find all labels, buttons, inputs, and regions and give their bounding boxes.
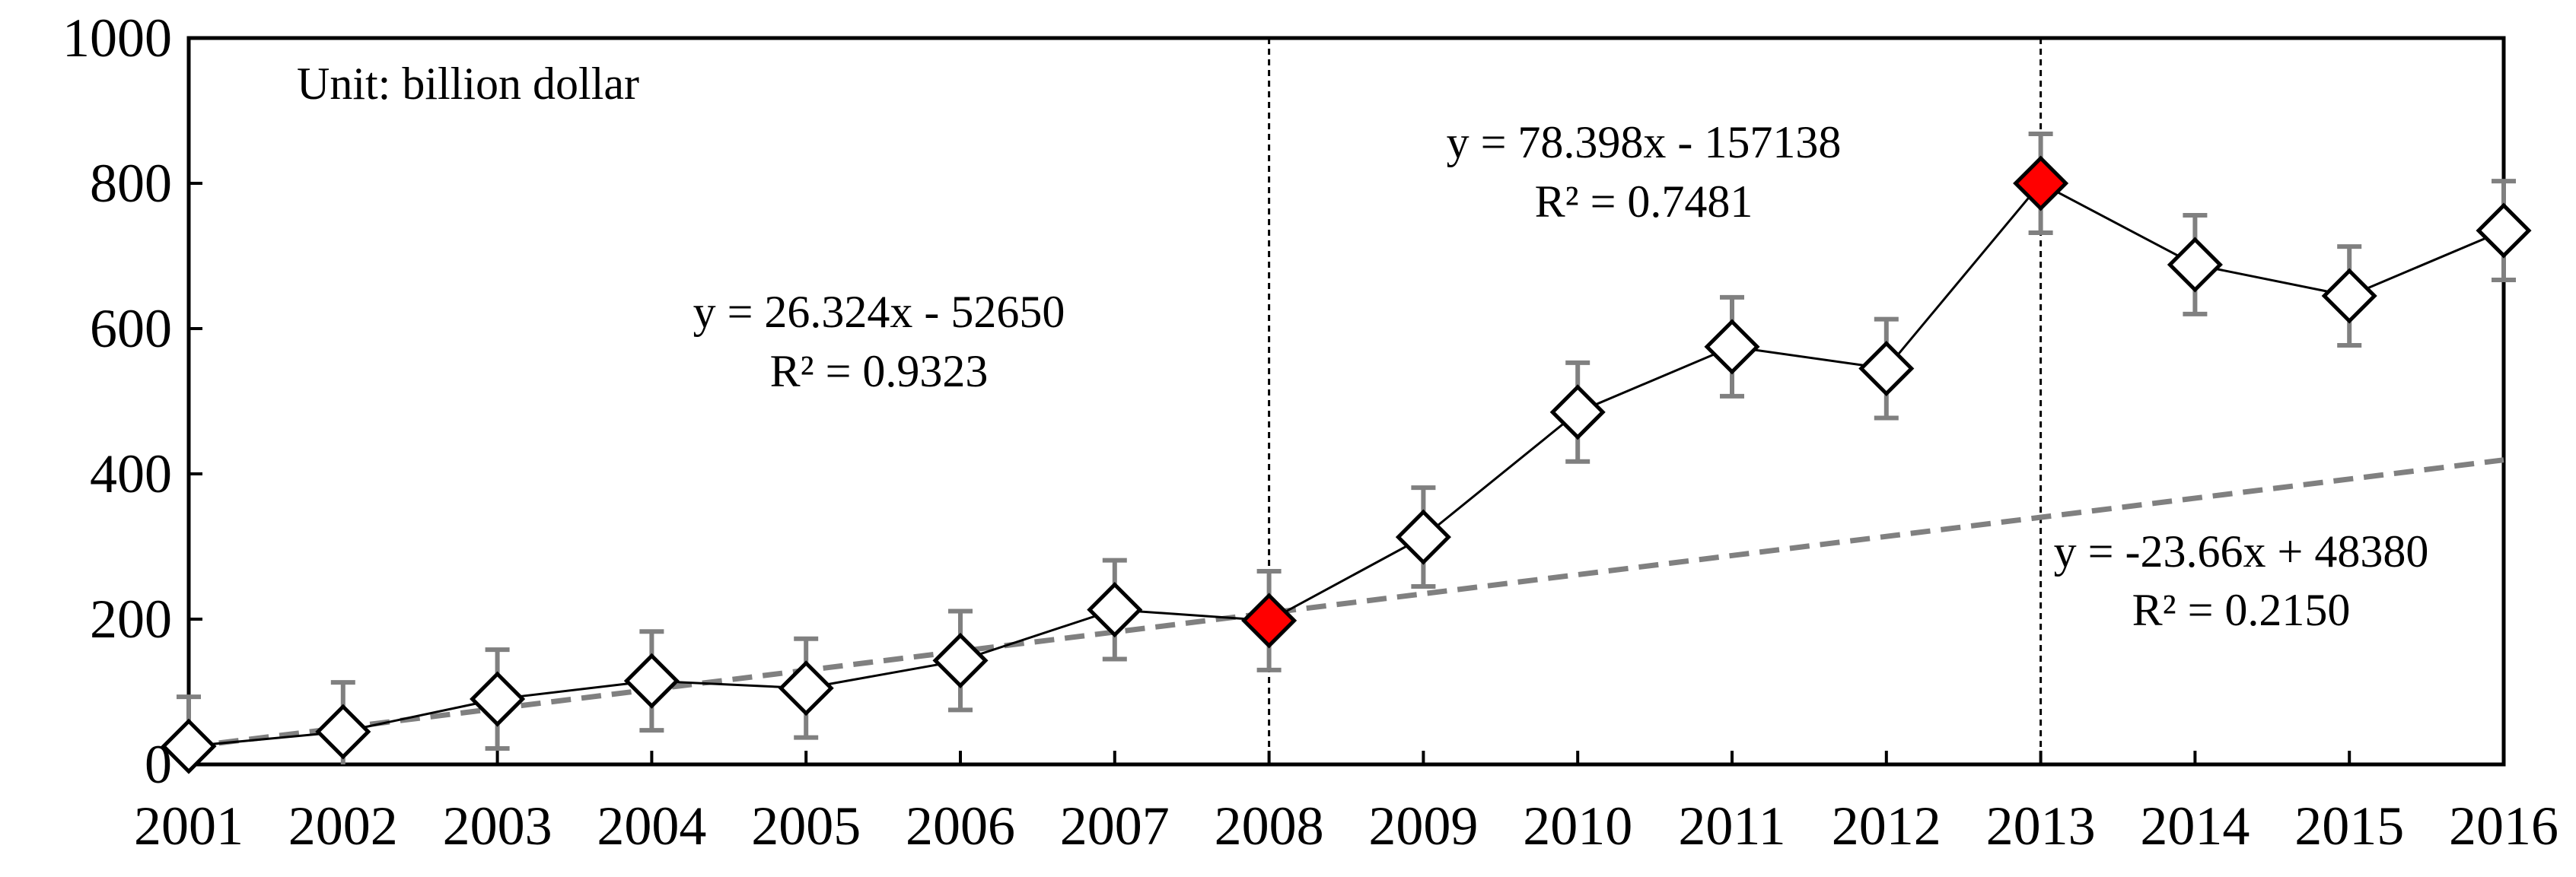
y-tick-label: 600 bbox=[90, 298, 172, 359]
data-point bbox=[932, 632, 989, 688]
data-point bbox=[1704, 319, 1760, 375]
equation-2: y = 78.398x - 157138 bbox=[1447, 117, 1842, 167]
x-tick-label: 2006 bbox=[906, 796, 1015, 856]
x-tick-label: 2015 bbox=[2294, 796, 2404, 856]
equation-3: y = -23.66x + 48380 bbox=[2054, 526, 2429, 577]
data-point bbox=[1549, 384, 1606, 440]
series-line-group bbox=[188, 182, 2504, 748]
data-point-highlighted bbox=[2013, 155, 2069, 211]
data-point bbox=[778, 660, 834, 717]
data-point bbox=[623, 653, 680, 709]
equation-1: y = 26.324x - 52650 bbox=[693, 287, 1065, 337]
x-tick-label: 2010 bbox=[1523, 796, 1632, 856]
annotations-group: Unit: billion dollar y = 26.324x - 52650… bbox=[297, 59, 2428, 635]
r2-3: R² = 0.2150 bbox=[2132, 585, 2351, 635]
data-point bbox=[1087, 582, 1143, 638]
x-tick-label: 2005 bbox=[751, 796, 861, 856]
r2-1: R² = 0.9323 bbox=[770, 346, 989, 396]
x-tick-label: 2002 bbox=[288, 796, 398, 856]
data-points-group bbox=[161, 155, 2532, 774]
x-tick-label: 2012 bbox=[1832, 796, 1941, 856]
x-tick-label: 2011 bbox=[1678, 796, 1785, 856]
x-tick-label: 2001 bbox=[134, 796, 244, 856]
unit-note: Unit: billion dollar bbox=[297, 59, 639, 109]
data-point bbox=[2321, 268, 2377, 324]
data-point-highlighted bbox=[1241, 593, 1298, 649]
y-tick-label: 1000 bbox=[62, 8, 172, 68]
x-tick-label: 2004 bbox=[597, 796, 706, 856]
y-tick-label: 400 bbox=[90, 443, 172, 504]
x-tick-label: 2014 bbox=[2140, 796, 2250, 856]
series-line bbox=[188, 182, 2504, 748]
x-tick-label: 2009 bbox=[1368, 796, 1478, 856]
data-point bbox=[1858, 340, 1915, 397]
r2-2: R² = 0.7481 bbox=[1535, 176, 1753, 227]
data-point bbox=[470, 671, 526, 727]
error-bars-group bbox=[177, 132, 2516, 764]
x-tick-label: 2003 bbox=[443, 796, 552, 856]
data-point bbox=[161, 718, 217, 774]
data-point bbox=[2167, 237, 2223, 293]
x-tick-label: 2007 bbox=[1060, 796, 1170, 856]
x-tick-label: 2016 bbox=[2449, 796, 2558, 856]
y-tick-label: 800 bbox=[90, 153, 172, 214]
y-tick-label: 200 bbox=[90, 589, 172, 650]
x-tick-label: 2013 bbox=[1986, 796, 2096, 856]
trendline bbox=[188, 457, 2504, 750]
x-tick-label: 2008 bbox=[1215, 796, 1324, 856]
trendline-group bbox=[188, 457, 2504, 750]
data-point bbox=[2476, 202, 2532, 259]
data-point bbox=[315, 704, 371, 760]
plot-area-frame bbox=[186, 36, 2506, 767]
data-point bbox=[1395, 509, 1451, 565]
